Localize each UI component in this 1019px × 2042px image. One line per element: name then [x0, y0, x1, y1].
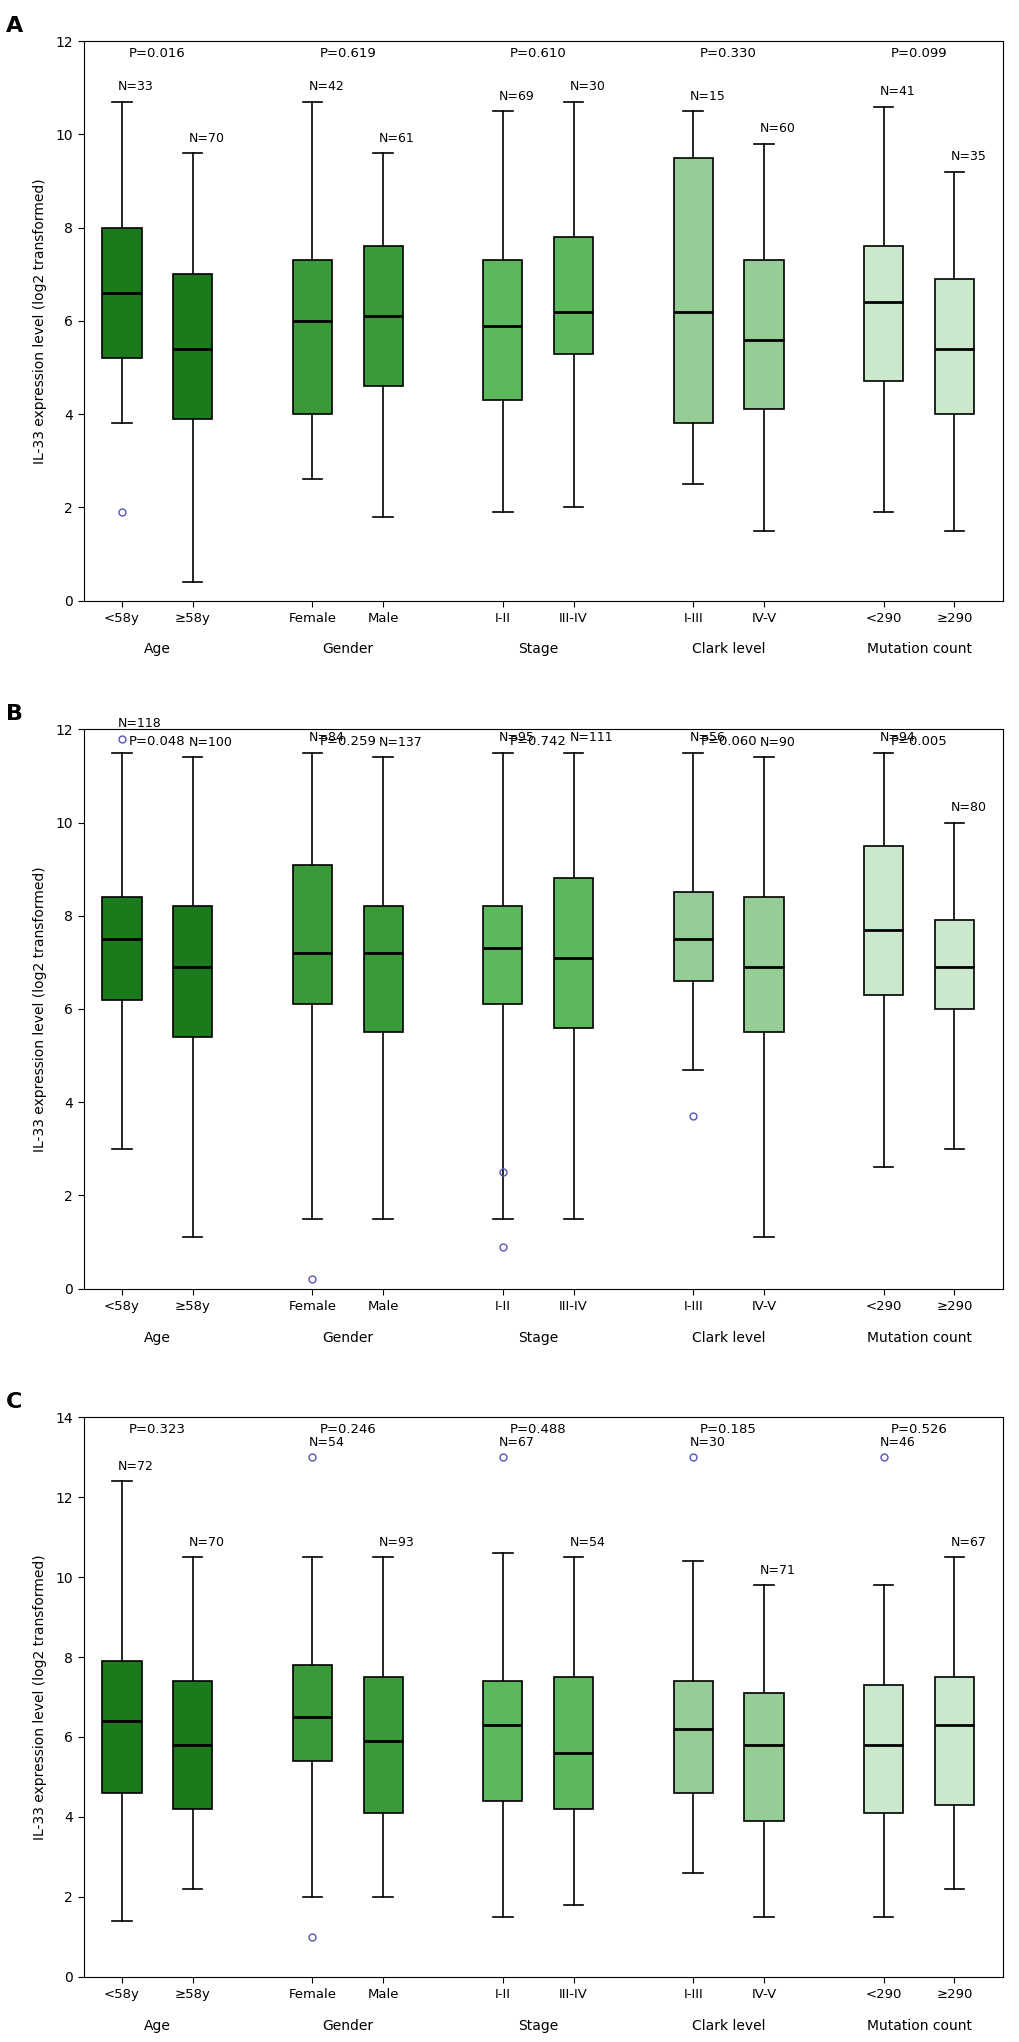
Bar — [933, 280, 973, 415]
Text: P=0.016: P=0.016 — [128, 47, 185, 59]
Text: N=54: N=54 — [569, 1536, 605, 1548]
Bar — [102, 896, 142, 1001]
Text: N=60: N=60 — [759, 123, 795, 135]
Text: P=0.060: P=0.060 — [700, 735, 756, 747]
Text: N=111: N=111 — [569, 731, 612, 743]
Text: N=70: N=70 — [189, 133, 224, 145]
Text: Gender: Gender — [322, 1331, 373, 1344]
Bar — [173, 1681, 212, 1809]
Text: Mutation count: Mutation count — [866, 1331, 970, 1344]
Text: N=61: N=61 — [379, 133, 415, 145]
Bar — [483, 1681, 522, 1801]
Text: N=54: N=54 — [308, 1436, 344, 1450]
Text: N=30: N=30 — [569, 80, 605, 94]
Bar — [102, 229, 142, 357]
Bar — [553, 1676, 592, 1809]
Text: Stage: Stage — [518, 2020, 557, 2032]
Text: Gender: Gender — [322, 2020, 373, 2032]
Bar — [933, 921, 973, 1009]
Text: Clark level: Clark level — [691, 643, 764, 655]
Bar — [483, 259, 522, 400]
Bar — [292, 864, 331, 1005]
Y-axis label: IL-33 expression level (log2 transformed): IL-33 expression level (log2 transformed… — [33, 178, 47, 464]
Bar — [673, 892, 712, 980]
Text: Stage: Stage — [518, 643, 557, 655]
Bar — [553, 237, 592, 353]
Text: N=84: N=84 — [308, 731, 344, 743]
Text: P=0.742: P=0.742 — [510, 735, 566, 747]
Text: B: B — [6, 704, 22, 723]
Text: N=33: N=33 — [118, 80, 154, 94]
Text: P=0.185: P=0.185 — [699, 1423, 756, 1436]
Bar — [173, 907, 212, 1037]
Text: Clark level: Clark level — [691, 2020, 764, 2032]
Text: N=42: N=42 — [308, 80, 343, 94]
Bar — [673, 157, 712, 423]
Text: N=69: N=69 — [498, 90, 534, 102]
Text: P=0.488: P=0.488 — [510, 1423, 566, 1436]
Text: N=56: N=56 — [689, 731, 725, 743]
Text: P=0.259: P=0.259 — [319, 735, 376, 747]
Text: Clark level: Clark level — [691, 1331, 764, 1344]
Text: N=100: N=100 — [189, 735, 232, 749]
Text: P=0.246: P=0.246 — [319, 1423, 376, 1436]
Text: Stage: Stage — [518, 1331, 557, 1344]
Text: N=67: N=67 — [950, 1536, 985, 1548]
Text: N=46: N=46 — [878, 1436, 915, 1450]
Text: N=94: N=94 — [878, 731, 915, 743]
Text: Mutation count: Mutation count — [866, 643, 970, 655]
Bar — [744, 896, 783, 1033]
Text: C: C — [6, 1393, 22, 1411]
Bar — [673, 1681, 712, 1793]
Text: Gender: Gender — [322, 643, 373, 655]
Bar — [363, 907, 403, 1033]
Text: N=71: N=71 — [759, 1564, 795, 1576]
Text: N=72: N=72 — [118, 1460, 154, 1472]
Text: P=0.099: P=0.099 — [890, 47, 947, 59]
Y-axis label: IL-33 expression level (log2 transformed): IL-33 expression level (log2 transformed… — [33, 866, 47, 1152]
Bar — [863, 247, 903, 382]
Text: N=118: N=118 — [118, 717, 162, 731]
Text: P=0.005: P=0.005 — [890, 735, 947, 747]
Text: P=0.619: P=0.619 — [319, 47, 376, 59]
Bar — [363, 247, 403, 386]
Bar — [363, 1676, 403, 1813]
Bar — [102, 1660, 142, 1793]
Text: N=137: N=137 — [379, 735, 423, 749]
Text: Age: Age — [144, 643, 170, 655]
Text: N=95: N=95 — [498, 731, 534, 743]
Bar — [173, 274, 212, 419]
Bar — [863, 1685, 903, 1813]
Bar — [744, 1693, 783, 1821]
Bar — [483, 907, 522, 1005]
Bar — [863, 845, 903, 994]
Bar — [292, 1664, 331, 1760]
Bar — [553, 878, 592, 1027]
Text: N=67: N=67 — [498, 1436, 534, 1450]
Text: N=35: N=35 — [950, 151, 985, 163]
Text: N=80: N=80 — [950, 800, 985, 815]
Text: Mutation count: Mutation count — [866, 2020, 970, 2032]
Bar — [292, 259, 331, 415]
Text: P=0.610: P=0.610 — [510, 47, 566, 59]
Text: P=0.526: P=0.526 — [890, 1423, 947, 1436]
Y-axis label: IL-33 expression level (log2 transformed): IL-33 expression level (log2 transformed… — [33, 1554, 47, 1840]
Text: P=0.330: P=0.330 — [699, 47, 756, 59]
Text: A: A — [6, 16, 23, 35]
Text: Age: Age — [144, 1331, 170, 1344]
Text: P=0.048: P=0.048 — [128, 735, 185, 747]
Bar — [744, 259, 783, 410]
Bar — [933, 1676, 973, 1805]
Text: N=93: N=93 — [379, 1536, 415, 1548]
Text: N=30: N=30 — [689, 1436, 725, 1450]
Text: N=90: N=90 — [759, 735, 795, 749]
Text: N=15: N=15 — [689, 90, 725, 102]
Text: N=41: N=41 — [878, 86, 915, 98]
Text: P=0.323: P=0.323 — [128, 1423, 185, 1436]
Text: Age: Age — [144, 2020, 170, 2032]
Text: N=70: N=70 — [189, 1536, 224, 1548]
